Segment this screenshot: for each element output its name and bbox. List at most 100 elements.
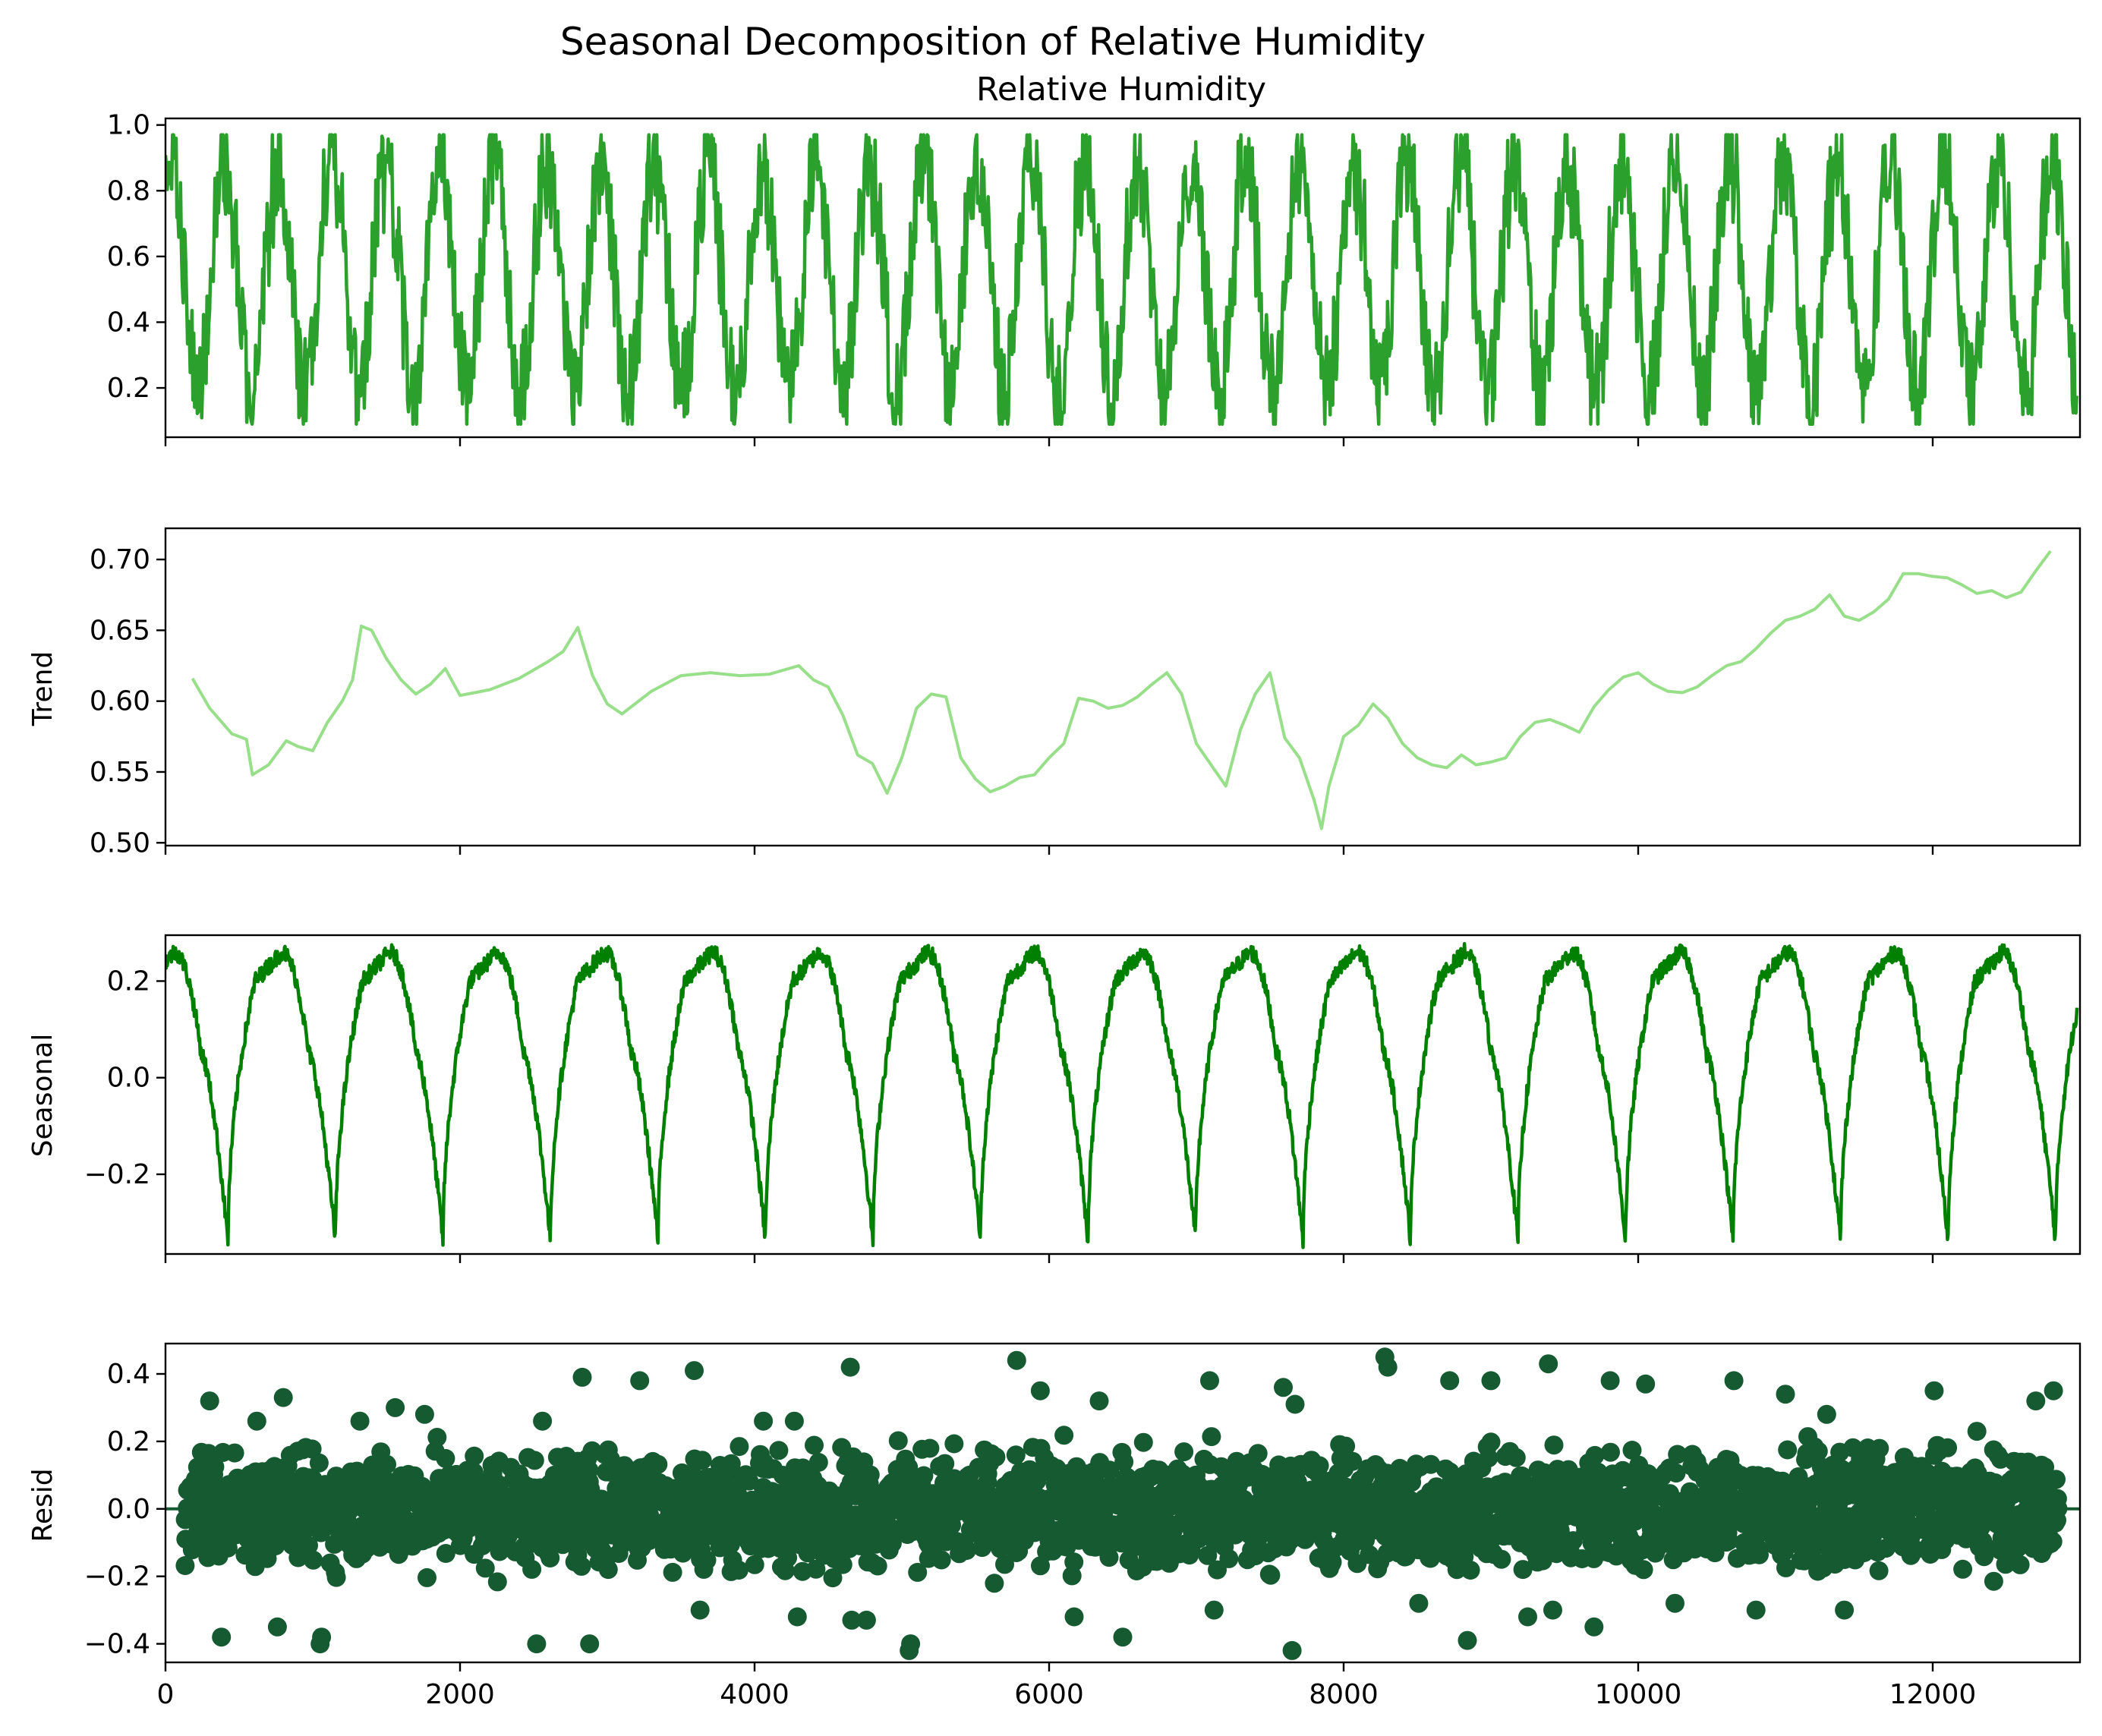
resid-point (1544, 1435, 1564, 1455)
resid-point (1953, 1559, 1973, 1579)
resid-point (868, 1556, 887, 1576)
y-tick-label: 0.4 (107, 1359, 150, 1390)
resid-point (1513, 1560, 1533, 1580)
y-tick-label: 0.65 (90, 615, 150, 646)
resid-point (1481, 1432, 1501, 1452)
resid-outlier-point (1746, 1600, 1766, 1620)
resid-point (1506, 1448, 1526, 1467)
y-tick-label: 0.2 (107, 966, 150, 997)
resid-outlier-point (1835, 1600, 1855, 1620)
resid-point (1479, 1448, 1499, 1468)
resid-outlier-point (1600, 1371, 1620, 1391)
resid-point (1776, 1558, 1795, 1577)
x-tick-label: 2000 (425, 1679, 495, 1710)
resid-outlier-point (1724, 1371, 1744, 1391)
resid-point (2043, 1532, 2063, 1552)
resid-point (729, 1561, 748, 1580)
y-tick-label: 0.8 (107, 175, 150, 206)
resid-point (436, 1544, 455, 1563)
resid-outlier-point (840, 1357, 860, 1377)
resid-point (299, 1536, 318, 1555)
resid-point (1778, 1440, 1798, 1460)
y-tick-label: 0.0 (107, 1063, 150, 1094)
y-tick-label: 0.4 (107, 307, 150, 338)
resid-point (418, 1567, 436, 1587)
resid-outlier-point (901, 1634, 921, 1654)
resid-point (730, 1437, 749, 1457)
panel-frame (164, 527, 2082, 847)
resid-point (1336, 1436, 1356, 1456)
resid-point (808, 1453, 828, 1472)
resid-outlier-point (414, 1404, 434, 1424)
resid-point (1870, 1438, 1889, 1458)
resid-outlier-point (1518, 1607, 1537, 1627)
resid-point (579, 1472, 599, 1492)
resid-point (475, 1558, 495, 1578)
resid-point (833, 1555, 852, 1574)
resid-point (944, 1434, 964, 1454)
y-tick-label: 1.0 (107, 110, 150, 141)
resid-outlier-point (856, 1610, 876, 1630)
resid-point (1808, 1441, 1828, 1461)
resid-outlier-point (1776, 1385, 1795, 1404)
y-tick-label: 0.0 (107, 1494, 150, 1525)
resid-point (1402, 1473, 1422, 1492)
resid-outlier-point (2026, 1391, 2046, 1411)
panel-relative-humidity: Relative Humidity 0.2 0.4 0.6 0.8 1.0 (107, 71, 2082, 446)
resid-point (721, 1454, 741, 1473)
resid-outlier-point (273, 1388, 293, 1407)
resid-point (309, 1453, 329, 1473)
resid-point (1343, 1451, 1363, 1471)
resid-outlier-point (1030, 1381, 1050, 1400)
resid-point (956, 1541, 976, 1560)
x-tick-label: 10000 (1595, 1679, 1682, 1710)
resid-point (2047, 1489, 2067, 1508)
resid-point (1174, 1442, 1194, 1462)
resid-point (1749, 1539, 1769, 1558)
seasonal-line (165, 941, 2079, 1249)
resid-outlier-point (1282, 1640, 1302, 1660)
resid-point (1666, 1463, 1686, 1483)
resid-point (377, 1454, 396, 1474)
resid-outlier-point (685, 1361, 704, 1381)
resid-outlier-point (1543, 1600, 1562, 1620)
resid-point (427, 1428, 447, 1447)
resid-point (986, 1448, 1006, 1467)
resid-point (1006, 1445, 1026, 1465)
resid-point (1219, 1549, 1239, 1568)
panel-seasonal: Seasonal −0.2 0.0 0.2 (27, 934, 2082, 1263)
resid-point (1938, 1438, 1958, 1457)
resid-outlier-point (1967, 1422, 1987, 1441)
resid-outlier-point (1089, 1391, 1109, 1411)
y-axis-label-seasonal: Seasonal (27, 1034, 58, 1158)
panel-trend: Trend 0.50 0.55 0.60 0.65 0.70 (27, 527, 2082, 859)
plot-area (165, 1347, 2080, 1660)
resid-point (1622, 1441, 1642, 1460)
resid-outlier-point (690, 1600, 710, 1620)
resid-point (995, 1555, 1014, 1574)
resid-point (525, 1451, 544, 1470)
panel-title: Relative Humidity (976, 71, 1266, 109)
resid-point (1259, 1564, 1279, 1584)
resid-point (2047, 1470, 2066, 1489)
resid-outlier-point (1378, 1357, 1398, 1377)
y-tick-label: 0.70 (90, 544, 150, 575)
resid-outlier-point (1007, 1350, 1026, 1370)
resid-point (745, 1555, 764, 1574)
resid-point (1869, 1561, 1889, 1580)
resid-point (1322, 1554, 1341, 1574)
resid-outlier-point (1409, 1593, 1429, 1613)
resid-outlier-point (754, 1411, 774, 1431)
y-tick-label: −0.4 (84, 1629, 150, 1660)
y-tick-label: −0.2 (84, 1159, 150, 1190)
resid-point (1976, 1537, 1996, 1557)
resid-point (823, 1568, 843, 1588)
resid-outlier-point (580, 1634, 600, 1654)
y-tick-label: 0.2 (107, 1426, 150, 1457)
resid-outlier-point (1204, 1600, 1224, 1620)
resid-outlier-point (1285, 1394, 1305, 1414)
resid-point (663, 1562, 682, 1582)
resid-outlier-point (630, 1371, 650, 1391)
resid-outlier-point (533, 1411, 553, 1431)
